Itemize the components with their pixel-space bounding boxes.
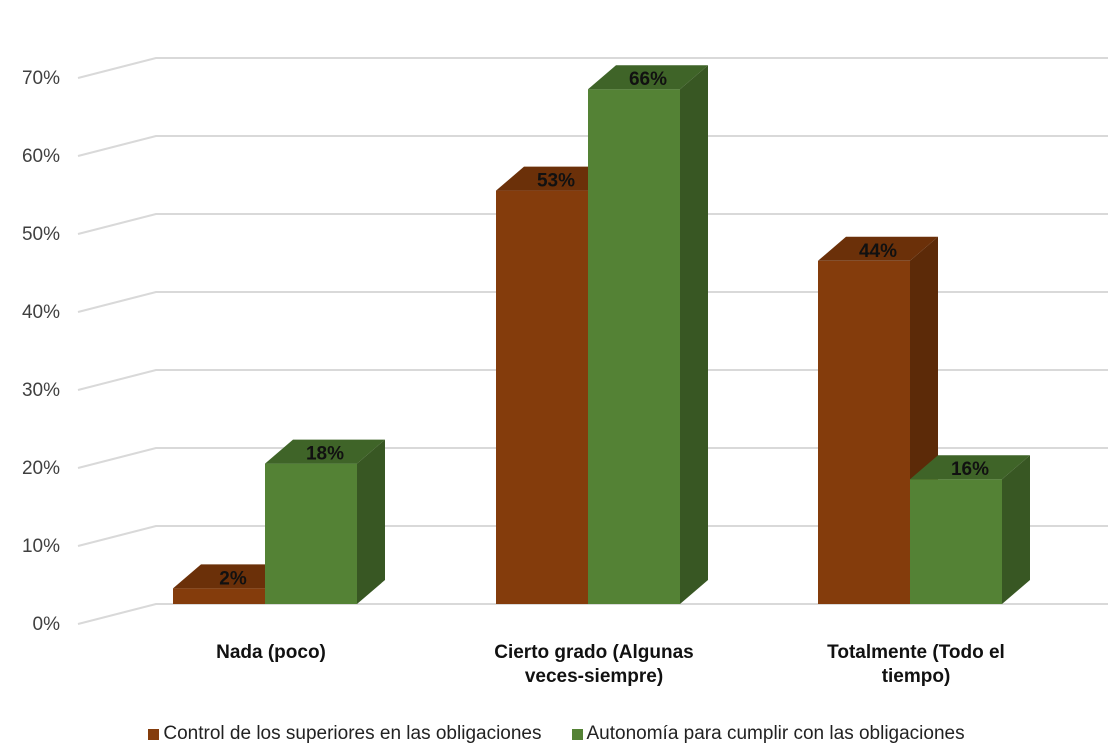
legend-item-autonomia: Autonomía para cumplir con las obligacio… [571,722,965,746]
data-label: 16% [951,459,989,480]
bar-side [680,65,708,604]
category-label: tiempo) [882,666,951,687]
y-tick-label: 60% [22,146,60,167]
category-label: Totalmente (Todo el [827,642,1005,663]
gridline [77,603,1108,625]
chart-legend: Control de los superiores en las obligac… [0,722,1113,746]
legend-swatch-control [148,728,160,740]
category-label: Cierto grado (Algunas [494,642,694,663]
data-label: 53% [537,171,575,192]
y-tick-label: 50% [22,224,60,245]
y-tick-label: 10% [22,536,60,557]
gridline [77,291,1108,313]
y-tick-label: 20% [22,458,60,479]
y-tick-label: 40% [22,302,60,323]
legend-item-control: Control de los superiores en las obligac… [148,722,542,746]
bar [265,463,357,604]
bar-side [357,439,385,604]
bar-top [173,564,293,589]
y-tick-label: 30% [22,380,60,401]
bar-top [588,65,708,90]
bar [818,260,910,604]
bar-top [265,439,385,464]
gridline [77,213,1108,235]
data-label: 44% [859,241,897,262]
bar-top [496,166,616,191]
category-label: veces-siempre) [525,666,663,687]
legend-label-autonomia: Autonomía para cumplir con las obligacio… [586,723,965,744]
gridline [77,369,1108,391]
bar [173,588,265,604]
bar-top [910,455,1030,480]
bar [588,89,680,604]
gridline [77,525,1108,547]
legend-swatch-autonomia [571,728,583,740]
bar [910,479,1002,604]
y-tick-label: 0% [33,614,61,635]
bar-side [1002,455,1030,604]
data-label: 18% [306,444,344,465]
category-label: Nada (poco) [216,642,326,663]
data-label: 2% [219,568,247,589]
bar-top [818,236,938,261]
y-tick-label: 70% [22,68,60,89]
gridline [77,57,1108,79]
legend-label-control: Control de los superiores en las obligac… [163,723,542,744]
gridline [77,447,1108,469]
data-label: 66% [629,69,667,90]
chart-plot: 0% 10% 20% 30% 40% 50% 60% 70% 2% 18% Nada (poco) 5… [22,57,1108,687]
gridline [77,135,1108,157]
bar [496,190,588,604]
